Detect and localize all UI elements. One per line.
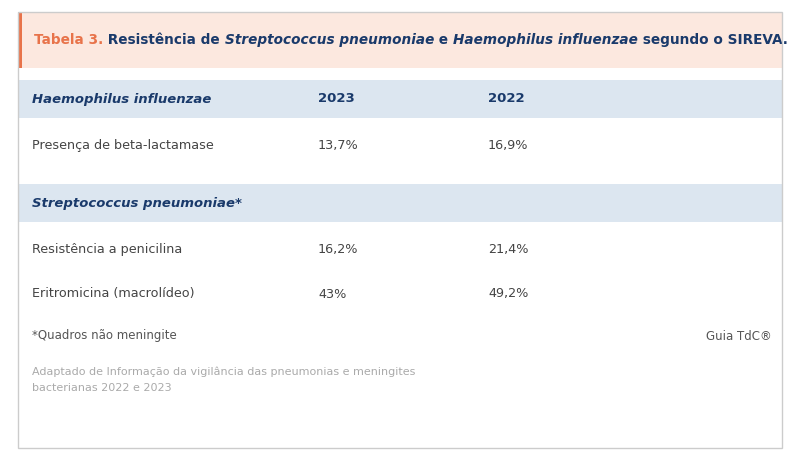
Text: Haemophilus influenzae: Haemophilus influenzae <box>32 93 211 105</box>
Bar <box>18 80 782 118</box>
Text: Haemophilus influenzae: Haemophilus influenzae <box>453 33 638 47</box>
Text: 49,2%: 49,2% <box>488 288 528 300</box>
Text: Streptococcus pneumoniae*: Streptococcus pneumoniae* <box>32 196 242 209</box>
Text: 43%: 43% <box>318 288 346 300</box>
Text: 16,2%: 16,2% <box>318 244 358 256</box>
Bar <box>18 184 782 222</box>
Bar <box>18 12 782 68</box>
Text: bacterianas 2022 e 2023: bacterianas 2022 e 2023 <box>32 383 172 393</box>
Text: 13,7%: 13,7% <box>318 140 358 153</box>
Text: 21,4%: 21,4% <box>488 244 529 256</box>
Text: Resistência a penicilina: Resistência a penicilina <box>32 244 182 256</box>
Text: Adaptado de Informação da vigilância das pneumonias e meningites: Adaptado de Informação da vigilância das… <box>32 367 415 377</box>
Text: Presença de beta-lactamase: Presença de beta-lactamase <box>32 140 214 153</box>
Text: 2023: 2023 <box>318 93 354 105</box>
Text: Guia TdC®: Guia TdC® <box>706 329 772 343</box>
Text: Tabela 3.: Tabela 3. <box>34 33 103 47</box>
Text: e: e <box>434 33 453 47</box>
Text: segundo o SIREVA.: segundo o SIREVA. <box>638 33 787 47</box>
Text: Resistência de: Resistência de <box>103 33 225 47</box>
Text: 16,9%: 16,9% <box>488 140 529 153</box>
Text: Eritromicina (macrolídeo): Eritromicina (macrolídeo) <box>32 288 194 300</box>
Text: Streptococcus pneumoniae: Streptococcus pneumoniae <box>225 33 434 47</box>
Bar <box>18 12 22 68</box>
Text: 2022: 2022 <box>488 93 525 105</box>
Text: *Quadros não meningite: *Quadros não meningite <box>32 329 177 343</box>
